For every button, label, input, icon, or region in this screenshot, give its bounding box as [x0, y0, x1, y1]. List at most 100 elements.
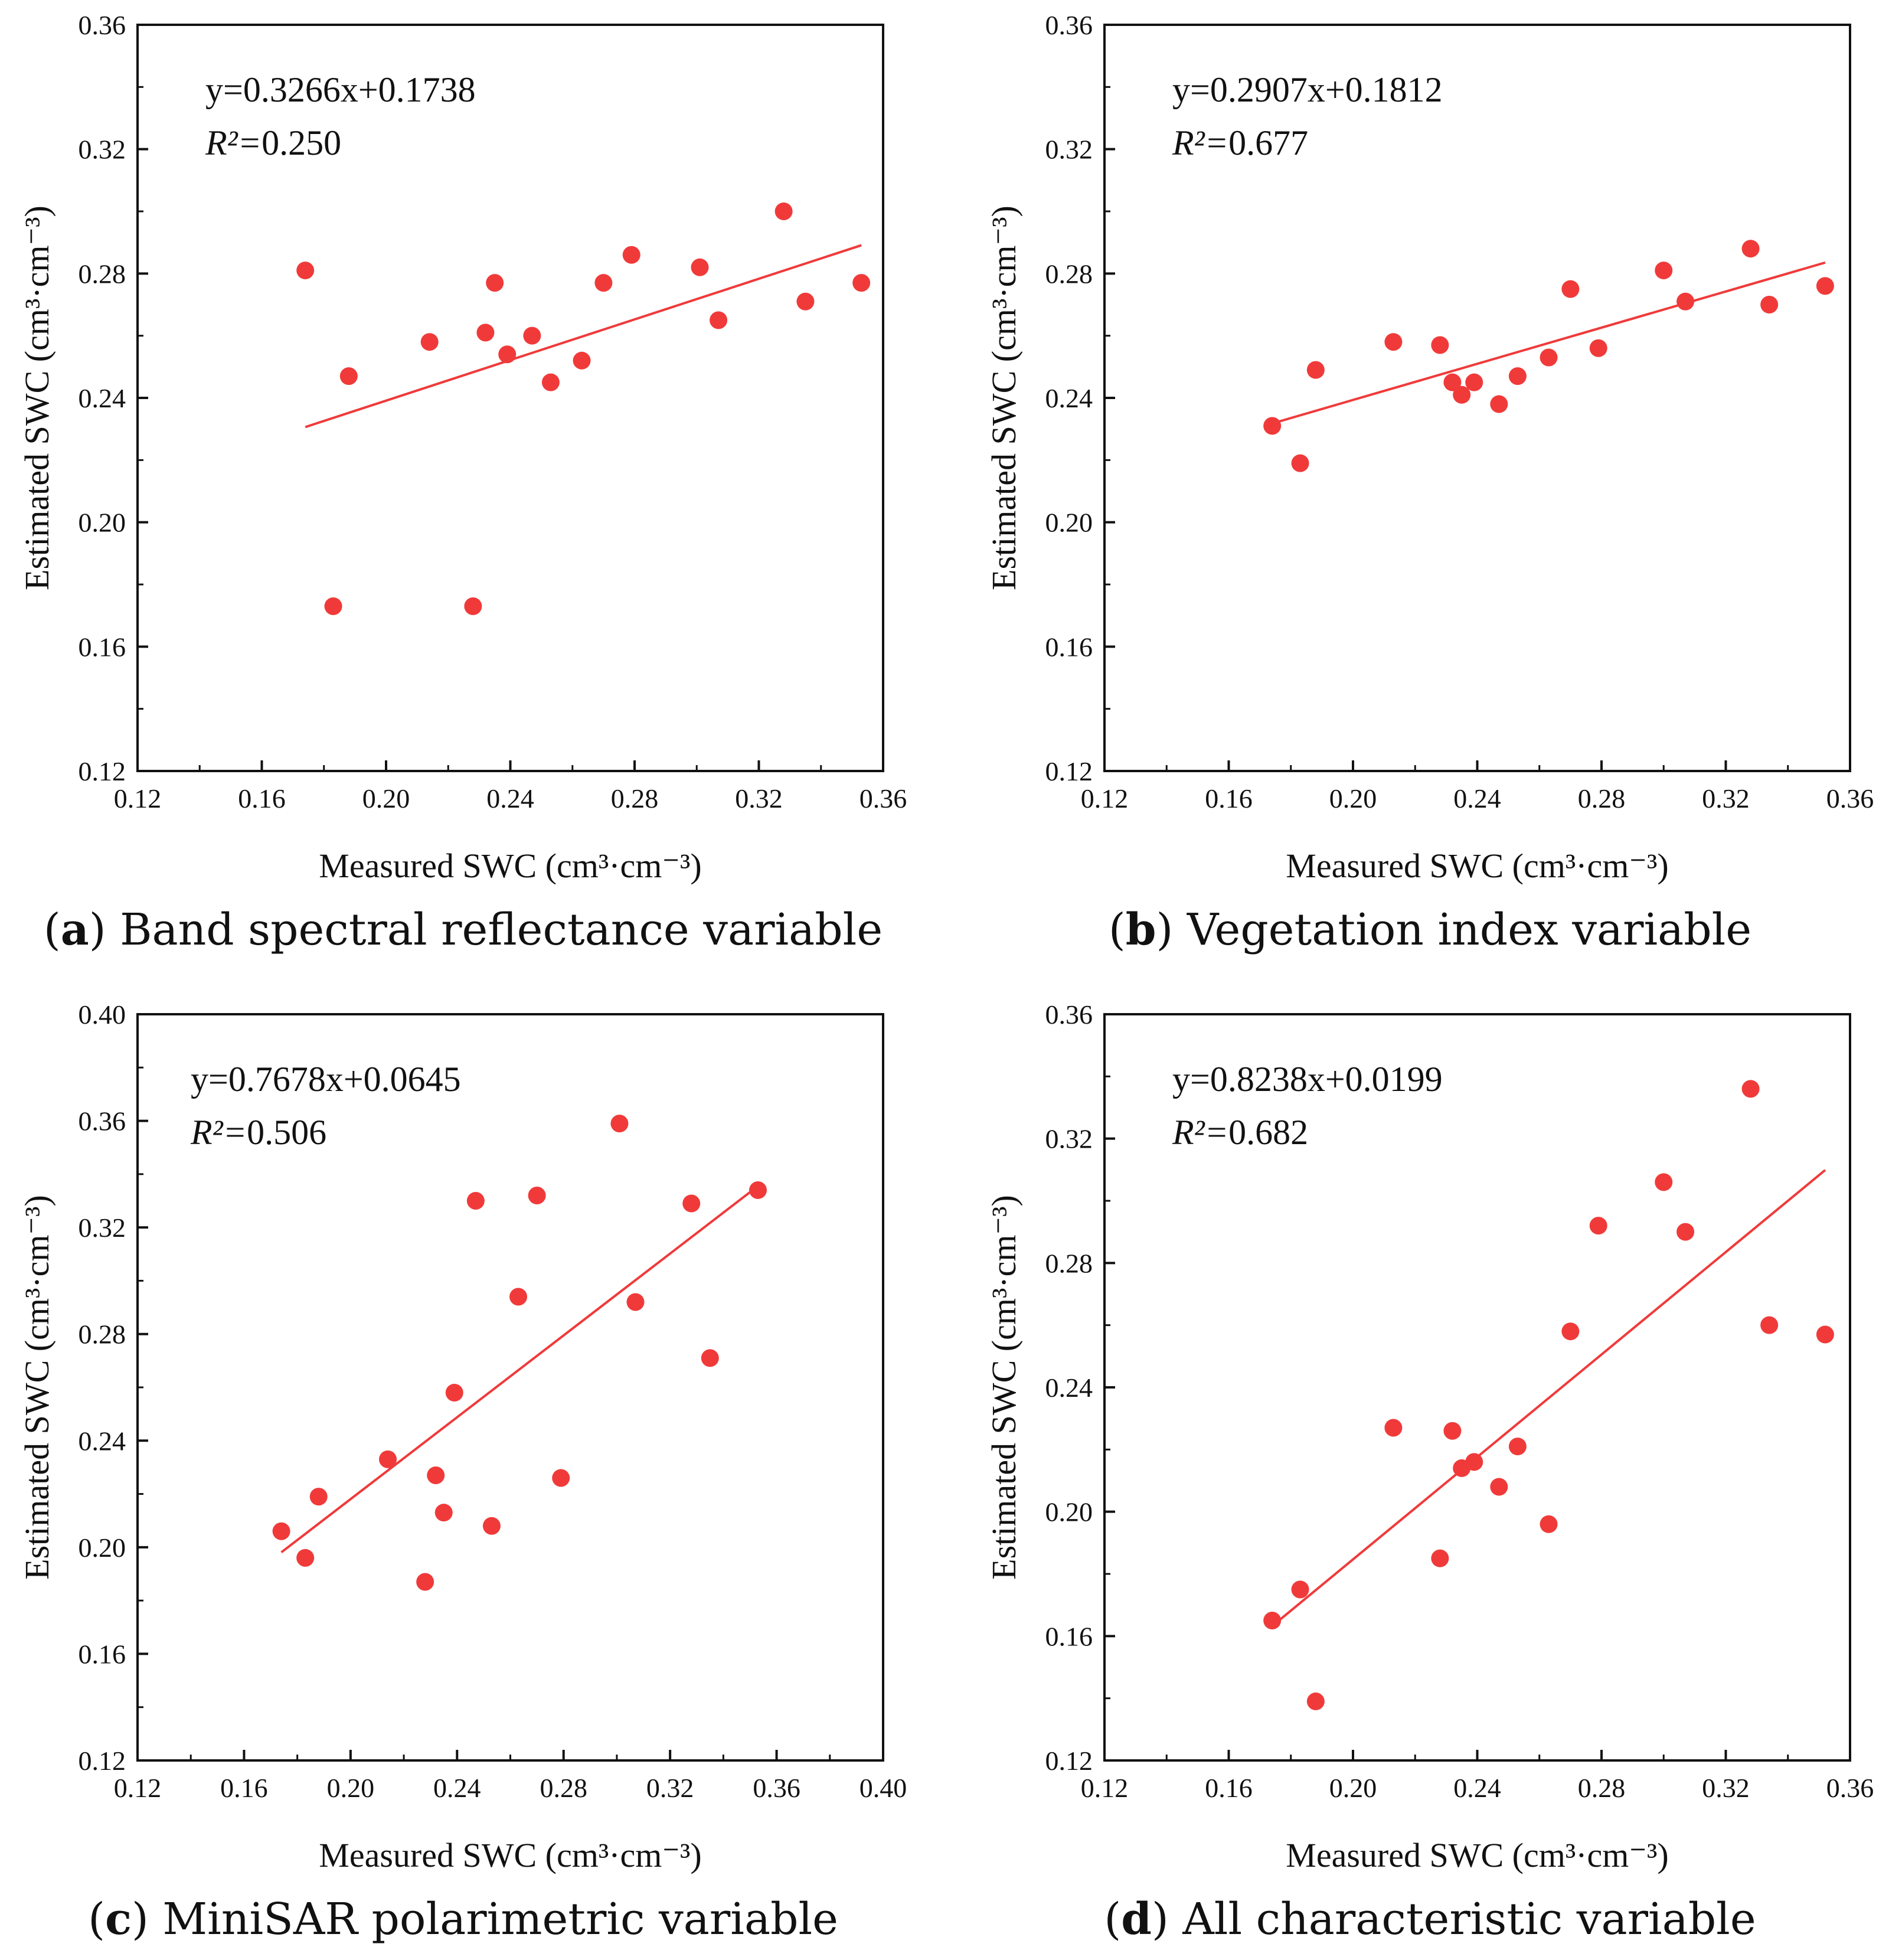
- data-point: [626, 1293, 645, 1311]
- data-point: [1540, 1515, 1558, 1533]
- regression-equation: y=0.7678x+0.0645: [191, 1060, 461, 1099]
- x-tick-label: 0.28: [611, 783, 659, 814]
- data-point: [1741, 240, 1760, 258]
- y-tick-label: 0.12: [1045, 1746, 1093, 1776]
- regression-equation: y=0.3266x+0.1738: [205, 70, 476, 109]
- y-tick-label: 0.12: [79, 756, 126, 786]
- x-tick-label: 0.16: [220, 1773, 268, 1803]
- data-point: [573, 351, 591, 370]
- data-point: [1561, 1322, 1580, 1341]
- caption-text: All characteristic variable: [1182, 1894, 1756, 1945]
- regression-line: [1272, 261, 1826, 425]
- panel-caption: (c) MiniSAR polarimetric variable: [88, 1894, 838, 1945]
- r-squared-prefix: R²=: [1172, 123, 1228, 162]
- data-point: [523, 326, 541, 345]
- data-point: [1431, 1549, 1449, 1567]
- x-tick-label: 0.36: [859, 783, 907, 814]
- data-point: [509, 1288, 528, 1306]
- y-tick-label: 0.28: [79, 259, 126, 289]
- caption-open-paren: (: [44, 904, 61, 955]
- data-point: [1263, 417, 1282, 435]
- data-point: [622, 246, 640, 264]
- r-squared-prefix: R²=: [205, 123, 262, 162]
- y-tick-label: 0.12: [1045, 756, 1093, 786]
- data-point: [476, 324, 495, 342]
- x-tick-label: 0.16: [1205, 1773, 1253, 1803]
- caption-letter: a: [61, 904, 89, 955]
- data-point: [466, 1192, 485, 1210]
- panel-caption: (b) Vegetation index variable: [1109, 904, 1751, 955]
- panel-caption: (a) Band spectral reflectance variable: [44, 904, 883, 955]
- r-squared-label: R²=0.682: [1172, 1113, 1308, 1152]
- x-tick-label: 0.16: [238, 783, 286, 814]
- x-axis-label: Measured SWC (cm³·cm⁻³): [1286, 1836, 1668, 1874]
- data-point: [296, 1549, 315, 1567]
- data-point: [1655, 1173, 1673, 1191]
- y-tick-label: 0.24: [79, 383, 126, 413]
- data-point: [1431, 336, 1449, 354]
- caption-open-paren: (: [1109, 904, 1126, 955]
- regression-line: [305, 244, 862, 429]
- data-point: [482, 1517, 501, 1535]
- data-point: [445, 1384, 463, 1402]
- caption-text: MiniSAR polarimetric variable: [162, 1894, 838, 1945]
- panel-c-chart: 0.12 0.16 0.20 0.24 0.28 0.32 0.36 0.40 0.12 0.16…: [18, 999, 907, 1945]
- data-point: [1453, 386, 1471, 404]
- y-tick-label: 0.16: [79, 1639, 126, 1669]
- y-tick-label: 0.24: [1045, 1373, 1093, 1403]
- x-axis-label: Measured SWC (cm³·cm⁻³): [319, 847, 701, 885]
- y-tick-label: 0.36: [1045, 10, 1093, 40]
- data-point: [1306, 361, 1325, 379]
- data-point: [594, 274, 613, 292]
- data-point: [1263, 1612, 1282, 1629]
- x-tick-label: 0.28: [1578, 783, 1626, 814]
- caption-letter: c: [105, 1894, 132, 1945]
- data-point: [420, 333, 439, 351]
- x-tick-label: 0.20: [1329, 783, 1377, 814]
- caption-close-paren: ): [1152, 1894, 1182, 1945]
- regression-line: [280, 1185, 759, 1554]
- y-tick-label: 0.20: [1045, 1497, 1093, 1527]
- data-point: [1490, 395, 1508, 413]
- y-axis-label: Estimated SWC (cm³·cm⁻³): [985, 205, 1023, 590]
- data-point: [1508, 1438, 1527, 1456]
- data-point: [1760, 296, 1779, 313]
- data-point: [1384, 1419, 1403, 1437]
- y-tick-label: 0.28: [1045, 259, 1093, 289]
- data-point: [1741, 1080, 1760, 1098]
- data-point: [552, 1469, 570, 1487]
- data-point: [774, 202, 793, 220]
- data-point: [1561, 280, 1580, 298]
- x-tick-label: 0.12: [114, 783, 162, 814]
- x-tick-label: 0.12: [1081, 783, 1129, 814]
- x-tick-label: 0.36: [1826, 1773, 1874, 1803]
- y-tick-label: 0.32: [1045, 135, 1093, 165]
- panel-caption: (d) All characteristic variable: [1104, 1894, 1756, 1945]
- y-axis-label: Estimated SWC (cm³·cm⁻³): [18, 205, 56, 590]
- data-point: [541, 373, 560, 391]
- caption-letter: d: [1121, 1894, 1152, 1945]
- data-point: [324, 597, 342, 615]
- data-point: [1589, 339, 1607, 357]
- y-tick-label: 0.40: [79, 999, 126, 1030]
- panel-d-chart: 0.12 0.16 0.20 0.24 0.28 0.32 0.36 0.12 0.16 0.20…: [985, 999, 1874, 1945]
- y-tick-label: 0.28: [79, 1319, 126, 1350]
- data-point: [1816, 277, 1834, 295]
- y-tick-label: 0.32: [1045, 1124, 1093, 1154]
- y-tick-label: 0.36: [1045, 999, 1093, 1030]
- y-axis-label: Estimated SWC (cm³·cm⁻³): [18, 1195, 56, 1580]
- x-tick-label: 0.40: [859, 1773, 907, 1803]
- caption-letter: b: [1126, 904, 1156, 955]
- data-point: [1291, 454, 1309, 472]
- regression-equation: y=0.2907x+0.1812: [1172, 70, 1443, 109]
- data-point: [1465, 373, 1483, 391]
- regression-equation: y=0.8238x+0.0199: [1172, 1060, 1443, 1099]
- y-tick-label: 0.12: [79, 1746, 126, 1776]
- y-tick-label: 0.16: [1045, 632, 1093, 662]
- x-tick-label: 0.32: [1702, 1773, 1750, 1803]
- data-point: [1540, 348, 1558, 367]
- y-tick-label: 0.16: [79, 632, 126, 662]
- caption-text: Band spectral reflectance variable: [120, 904, 883, 955]
- data-point: [682, 1194, 701, 1213]
